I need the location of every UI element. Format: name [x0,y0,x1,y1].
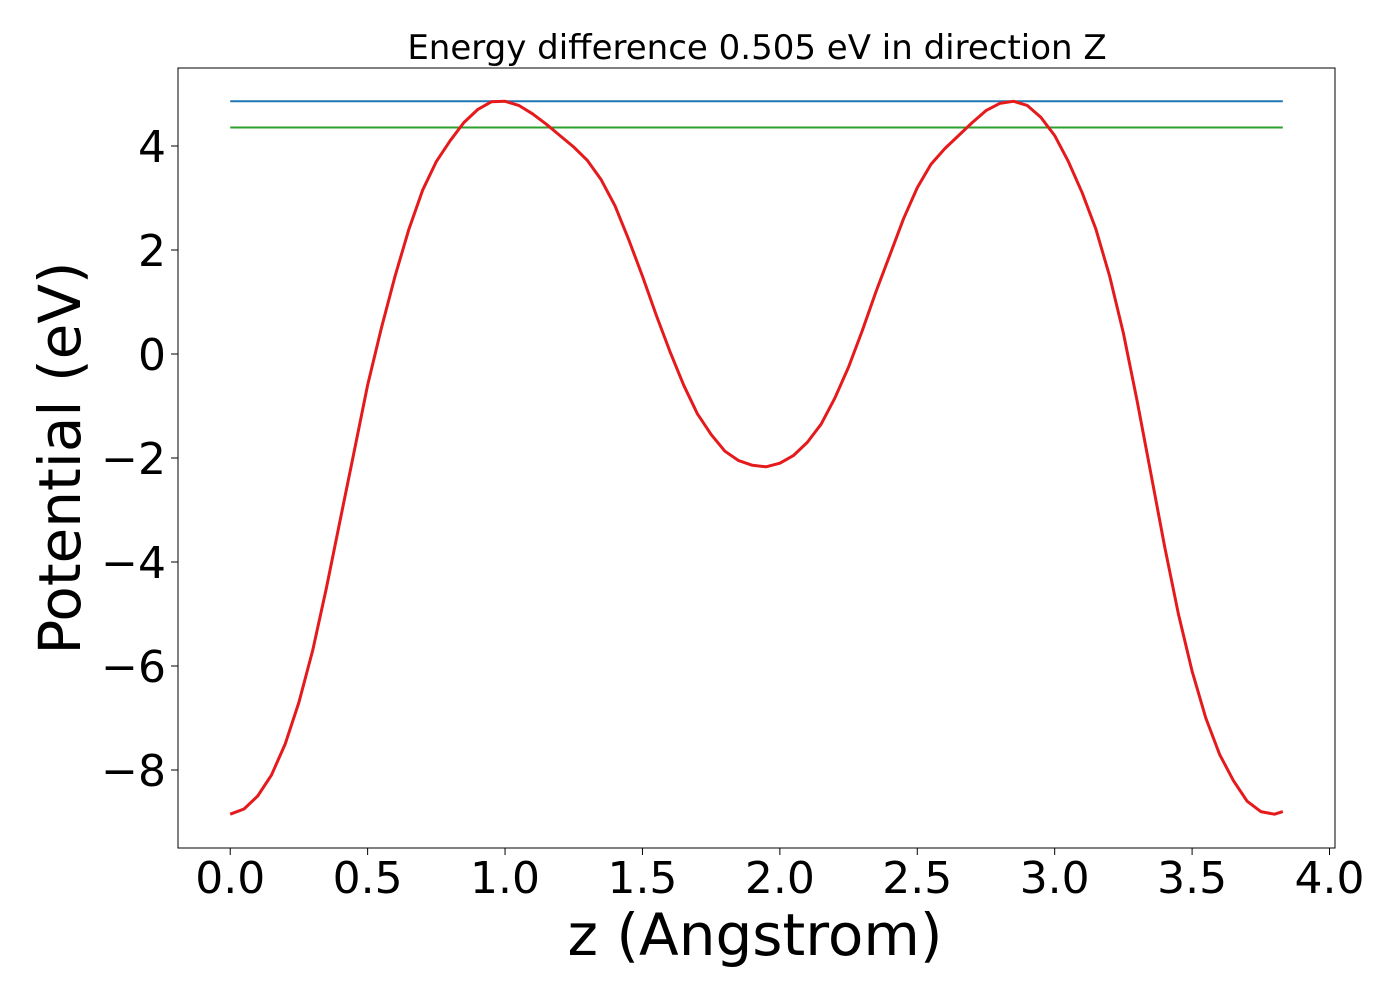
x-tick-label: 3.5 [1157,853,1227,904]
plot-area [177,67,1336,849]
chart-title: Energy difference 0.505 eV in direction … [407,28,1106,68]
series-line-1 [229,99,1284,816]
y-tick-label: 2 [138,226,166,277]
series-group [229,99,1284,816]
x-tick-label: 4.0 [1295,853,1365,904]
x-tick-label: 3.0 [1020,853,1090,904]
x-tick-label: 2.0 [745,853,815,904]
y-axis: 4 2 0 −2 −4 −6 −8 [101,122,178,797]
x-axis: 0.0 0.5 1.0 1.5 2.0 2.5 3.0 3.5 4.0 [195,848,1364,904]
y-tick-label: 0 [138,330,166,381]
x-tick-label: 0.0 [195,853,265,904]
x-axis-label: z (Angstrom) [568,901,943,969]
y-tick-label: 4 [138,122,166,173]
x-tick-label: 1.0 [470,853,540,904]
x-tick-label: 0.5 [333,853,403,904]
y-tick-label: −8 [101,746,166,797]
y-tick-label: −6 [101,642,166,693]
x-tick-label: 1.5 [607,853,677,904]
y-tick-label: −4 [101,538,166,589]
reference-lines [230,100,1283,129]
y-axis-label: Potential (eV) [26,261,94,654]
x-tick-label: 2.5 [882,853,952,904]
y-tick-label: −2 [101,434,166,485]
